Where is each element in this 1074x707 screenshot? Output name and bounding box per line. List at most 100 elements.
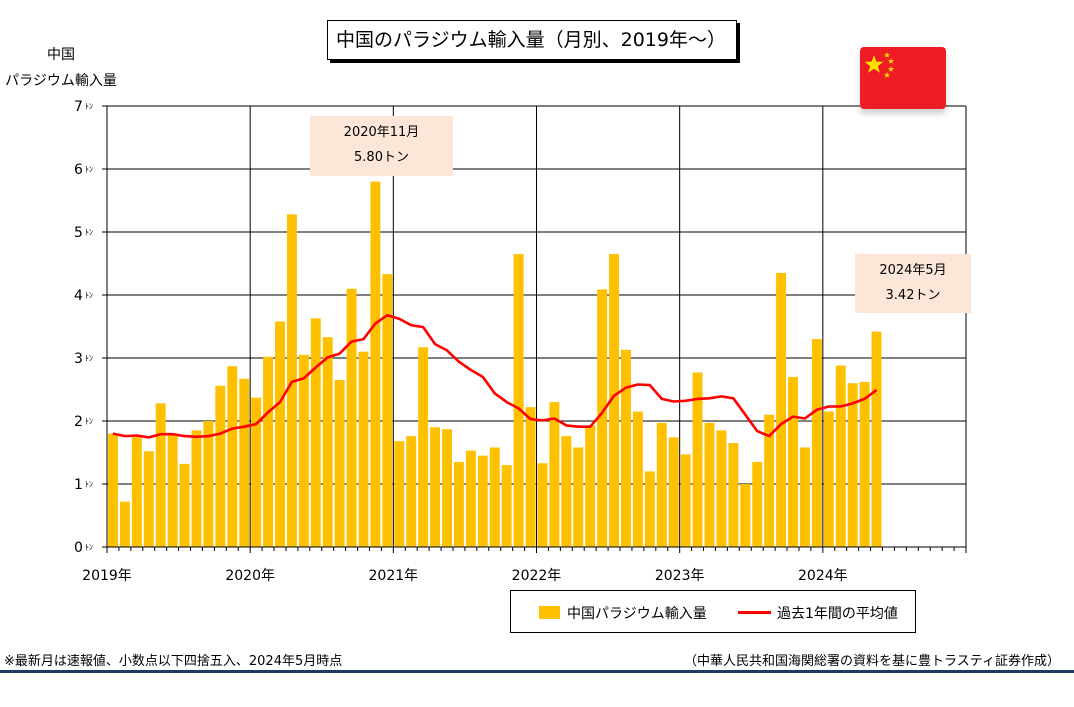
footnote: ※最新月は速報値、小数点以下四捨五入、2024年5月時点 <box>4 654 343 669</box>
y-tick-unit: ﾄﾝ <box>85 417 93 426</box>
legend-bar-label: 中国パラジウム輸入量 <box>567 606 707 622</box>
y-tick-unit: ﾄﾝ <box>85 354 93 363</box>
bar <box>382 274 393 547</box>
flag-small-star-2 <box>887 58 895 64</box>
y-tick-label: 6 <box>74 162 83 178</box>
callout-peak-date: 2020年11月 <box>343 125 420 140</box>
bar <box>227 366 238 547</box>
y-tick-unit: ﾄﾝ <box>85 291 93 300</box>
flag-small-star-3 <box>887 66 895 72</box>
bar <box>871 331 882 547</box>
bar <box>167 434 178 547</box>
y-tick-unit: ﾄﾝ <box>85 543 93 552</box>
bar <box>179 463 190 547</box>
y-tick-label: 4 <box>74 288 83 304</box>
bar <box>656 422 667 547</box>
legend-line-label: 過去1年間の平均値 <box>777 606 898 622</box>
bar <box>203 421 214 547</box>
bar <box>525 407 536 547</box>
bar <box>334 380 345 547</box>
bar <box>239 378 250 547</box>
bar <box>358 351 369 547</box>
y-tick-unit: ﾄﾝ <box>85 480 93 489</box>
bar <box>692 372 703 547</box>
bar <box>859 381 870 547</box>
bar <box>155 403 166 547</box>
source-note: （中華人民共和国海関総署の資料を基に豊トラスティ証券作成） <box>684 654 1060 669</box>
bar <box>621 349 631 547</box>
y-tick-unit: ﾄﾝ <box>85 102 93 111</box>
series-line <box>112 313 878 439</box>
bar <box>597 289 608 547</box>
callout-latest-date: 2024年5月 <box>879 263 947 278</box>
y-axis-title-line-1: 中国 <box>47 47 75 63</box>
bar <box>322 337 333 547</box>
bar <box>847 383 858 547</box>
bar <box>406 436 417 547</box>
callout-peak: 2020年11月 5.80トン <box>310 116 453 176</box>
bar <box>811 339 822 547</box>
bar <box>263 356 274 547</box>
bar <box>215 385 226 547</box>
callout-peak-value: 5.80トン <box>354 150 409 165</box>
bar <box>108 433 118 547</box>
bar <box>632 411 643 547</box>
bar <box>310 318 321 547</box>
bar <box>752 461 763 547</box>
bar <box>644 471 655 547</box>
flag-small-star-4 <box>883 72 891 78</box>
y-tick-label: 1 <box>74 477 83 493</box>
legend-line-swatch <box>738 611 771 614</box>
bar <box>609 254 620 548</box>
x-tick-label: 2024年 <box>798 568 848 584</box>
y-tick-label: 2 <box>74 414 83 430</box>
bar <box>131 436 142 547</box>
chart-title: 中国のパラジウム輸入量（月別、2019年～） <box>327 20 737 60</box>
bar <box>465 450 476 547</box>
y-tick-label: 7 <box>74 99 83 115</box>
bar <box>764 414 775 547</box>
bar <box>143 451 154 547</box>
bar <box>501 465 512 547</box>
bar <box>191 430 202 547</box>
x-tick-label: 2020年 <box>225 568 275 584</box>
bar <box>537 463 548 547</box>
bar <box>513 254 524 548</box>
bar <box>776 272 787 547</box>
bar <box>370 181 381 547</box>
bar <box>119 501 130 547</box>
bar <box>489 447 500 547</box>
bar <box>716 430 727 547</box>
x-tick-label: 2019年 <box>82 568 132 584</box>
flag-small-star-1 <box>883 52 891 58</box>
bar <box>394 441 405 547</box>
bar <box>704 422 715 547</box>
china-flag-icon <box>860 47 946 109</box>
bar <box>418 347 429 547</box>
callout-latest: 2024年5月 3.42トン <box>855 254 971 313</box>
bar <box>573 447 584 547</box>
bar <box>561 436 572 547</box>
bar <box>275 321 285 547</box>
bar <box>251 397 262 547</box>
legend: 中国パラジウム輸入量 過去1年間の平均値 <box>510 590 916 633</box>
legend-bar-swatch <box>539 606 560 619</box>
x-tick-label: 2022年 <box>512 568 562 584</box>
bar <box>453 461 464 547</box>
x-tick-label: 2023年 <box>655 568 705 584</box>
y-tick-label: 0 <box>74 540 83 556</box>
y-tick-unit: ﾄﾝ <box>85 228 93 237</box>
y-tick-label: 3 <box>74 351 83 367</box>
bar <box>728 443 739 547</box>
bottom-rule <box>0 670 1074 673</box>
bar <box>668 437 679 547</box>
bar <box>430 427 441 547</box>
bar <box>788 376 798 547</box>
x-tick-label: 2021年 <box>369 568 419 584</box>
callout-latest-value: 3.42トン <box>885 288 941 303</box>
bar <box>835 365 846 547</box>
y-tick-unit: ﾄﾝ <box>85 165 93 174</box>
bar <box>477 455 488 547</box>
y-axis-title: 中国 パラジウム輸入量 <box>4 42 124 94</box>
